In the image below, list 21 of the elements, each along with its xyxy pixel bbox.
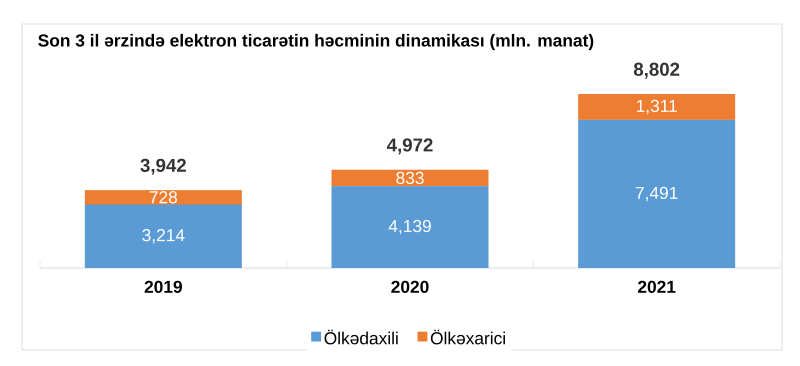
legend-label: Ölkədaxili [324, 330, 398, 344]
chart-title: Son 3 il ərzində elektron ticarətin həcminin dinamikası (mln. manat) [38, 34, 594, 50]
data-label: 1,311 [636, 100, 677, 114]
data-label: 833 [396, 172, 424, 184]
bar [84, 190, 242, 204]
total-label: 8,802 [634, 62, 680, 79]
data-label: 7,491 [636, 186, 678, 202]
data-label: 728 [150, 191, 178, 204]
data-label: 3,214 [142, 229, 185, 244]
bar [578, 94, 736, 120]
x-tick-label: 2020 [391, 280, 429, 293]
data-label: 4,139 [388, 220, 431, 234]
x-tick-label: 2021 [638, 280, 676, 293]
bar [332, 170, 489, 186]
x-tick-label: 2019 [144, 280, 182, 293]
bar [578, 120, 736, 268]
bar [84, 204, 242, 268]
bar [332, 186, 489, 268]
total-label: 3,942 [140, 158, 186, 175]
legend-label: Ölkəxarici [430, 330, 505, 344]
total-label: 4,972 [386, 138, 433, 154]
